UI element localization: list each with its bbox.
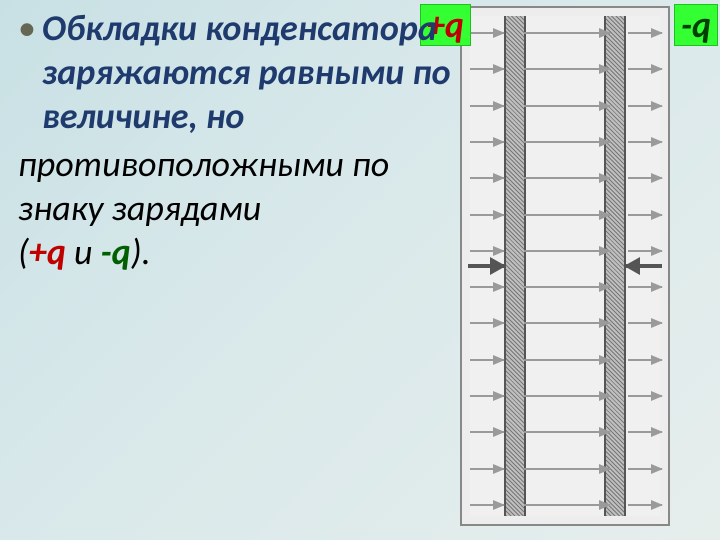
paren-open: (	[18, 230, 29, 274]
field-arrow-outer	[470, 504, 504, 506]
text-block: • Обкладки конденсатора заряжаются равны…	[18, 6, 468, 274]
field-arrow	[524, 359, 610, 361]
field-arrow-outer	[628, 105, 662, 107]
field-arrow-outer	[628, 250, 662, 252]
field-arrow-outer	[470, 395, 504, 397]
field-arrow	[524, 105, 610, 107]
label-negative-charge: -q	[674, 4, 718, 46]
and-text: и	[66, 230, 101, 274]
slide: +q -q • Обкладки конденсатора заряжаются…	[0, 0, 720, 540]
text-line-1: Обкладки конденсатора заряжаются равными…	[42, 6, 468, 138]
field-arrow-outer	[470, 214, 504, 216]
lead-right	[626, 264, 662, 268]
field-arrow-outer	[470, 177, 504, 179]
field-arrow-outer	[470, 286, 504, 288]
field-arrow	[524, 322, 610, 324]
field-arrow-outer	[470, 359, 504, 361]
field-arrow-outer	[628, 286, 662, 288]
field-arrow-outer	[628, 177, 662, 179]
field-arrow-outer	[628, 68, 662, 70]
text-line-2-pre: противоположными по знаку зарядами	[18, 142, 389, 230]
field-arrow	[524, 141, 610, 143]
bullet-icon: •	[18, 6, 36, 50]
paren-close: ).	[131, 230, 151, 274]
text-line-2: противоположными по знаку зарядами (+q и…	[18, 142, 468, 274]
field-arrow	[524, 504, 610, 506]
field-arrow-outer	[628, 359, 662, 361]
bullet-paragraph: • Обкладки конденсатора заряжаются равны…	[18, 6, 468, 138]
minus-q-text: -q	[101, 230, 131, 274]
plate-right	[604, 16, 626, 516]
capacitor-inner	[470, 16, 660, 516]
field-arrow	[524, 214, 610, 216]
field-arrow	[524, 68, 610, 70]
field-arrow-outer	[470, 141, 504, 143]
field-arrow	[524, 286, 610, 288]
field-arrow	[524, 250, 610, 252]
capacitor-diagram	[460, 6, 670, 526]
field-arrow-outer	[470, 468, 504, 470]
field-arrow-outer	[470, 32, 504, 34]
field-arrow-outer	[628, 395, 662, 397]
field-arrow-outer	[628, 504, 662, 506]
plate-left	[504, 16, 526, 516]
field-arrow-outer	[470, 322, 504, 324]
field-arrow-outer	[470, 431, 504, 433]
field-arrow	[524, 177, 610, 179]
field-arrow-outer	[628, 431, 662, 433]
field-arrow	[524, 395, 610, 397]
field-arrow-outer	[470, 105, 504, 107]
field-arrow-outer	[470, 68, 504, 70]
field-arrow-outer	[628, 214, 662, 216]
field-arrow	[524, 431, 610, 433]
field-arrow-outer	[628, 468, 662, 470]
field-arrow-outer	[628, 141, 662, 143]
field-arrow-outer	[628, 322, 662, 324]
field-arrow	[524, 32, 610, 34]
field-arrow-outer	[628, 32, 662, 34]
field-arrow-outer	[470, 250, 504, 252]
plus-q-text: +q	[29, 230, 66, 274]
field-arrow	[524, 468, 610, 470]
